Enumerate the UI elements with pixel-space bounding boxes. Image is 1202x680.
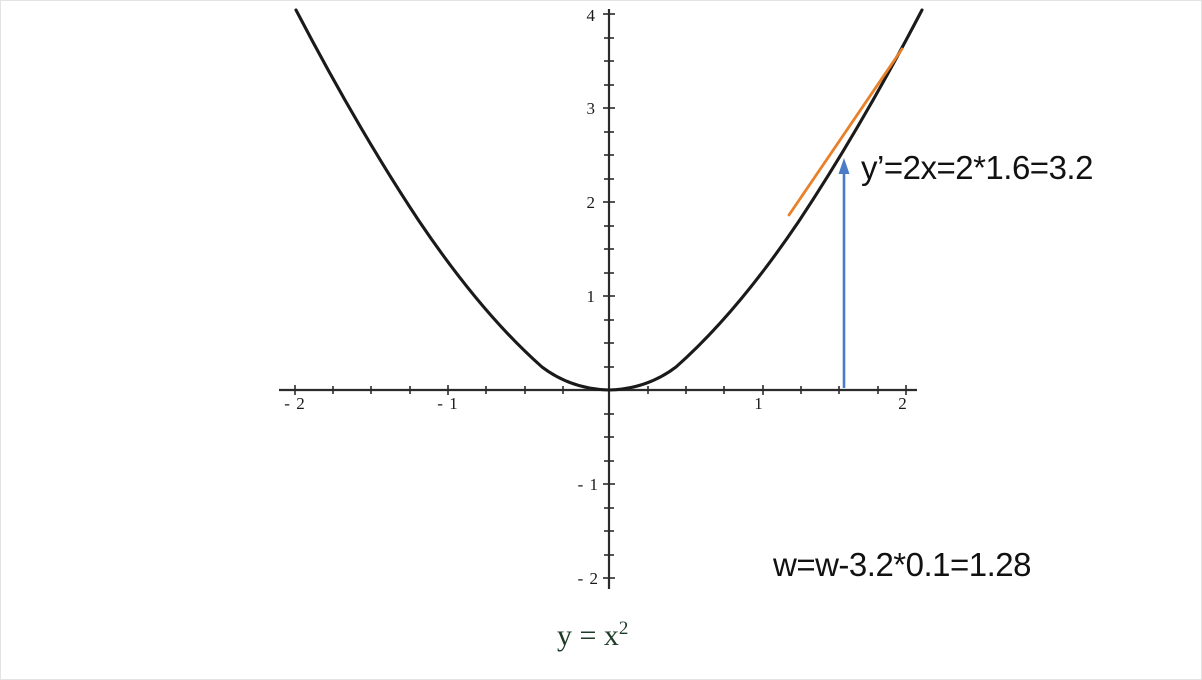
- y-tick-label--1: - 1: [578, 475, 599, 494]
- y-axis-ticks: [603, 13, 615, 579]
- y-tick-label-2: 2: [587, 193, 597, 212]
- chart-title-exponent: 2: [618, 618, 629, 639]
- y-tick-label-3: 3: [587, 99, 597, 118]
- tangent-line: [787, 47, 904, 217]
- chart-title: y = x2: [557, 619, 628, 653]
- x-tick-label--1: - 1: [437, 394, 458, 413]
- x-axis-minor-ticks: [294, 385, 907, 395]
- arrow-head-icon: [838, 158, 850, 174]
- x-tick-label-2: 2: [898, 394, 908, 413]
- x-tick-label-1: 1: [754, 394, 764, 413]
- y-tick-label--2: - 2: [578, 569, 599, 588]
- parabola-curve: [294, 8, 924, 392]
- y-tick-label-1: 1: [587, 287, 597, 306]
- derivative-annotation: y’=2x=2*1.6=3.2: [861, 149, 1093, 186]
- chart-title-base: y = x: [557, 619, 619, 652]
- weight-update-annotation: w=w-3.2*0.1=1.28: [773, 546, 1032, 583]
- x-tick-label--2: - 2: [284, 394, 305, 413]
- y-tick-label-4: 4: [587, 6, 597, 25]
- tangent-arrow: [838, 158, 850, 388]
